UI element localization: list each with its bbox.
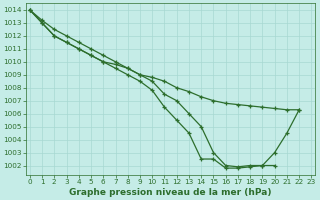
X-axis label: Graphe pression niveau de la mer (hPa): Graphe pression niveau de la mer (hPa)	[69, 188, 272, 197]
